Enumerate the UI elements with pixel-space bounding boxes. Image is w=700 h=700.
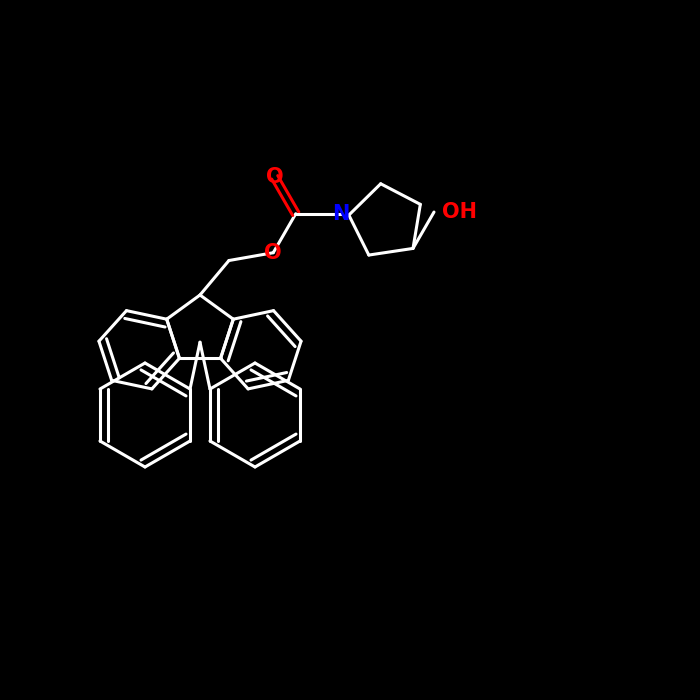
Text: N: N <box>332 204 349 224</box>
Text: O: O <box>265 243 282 262</box>
Text: OH: OH <box>442 202 477 222</box>
Text: O: O <box>266 167 284 188</box>
